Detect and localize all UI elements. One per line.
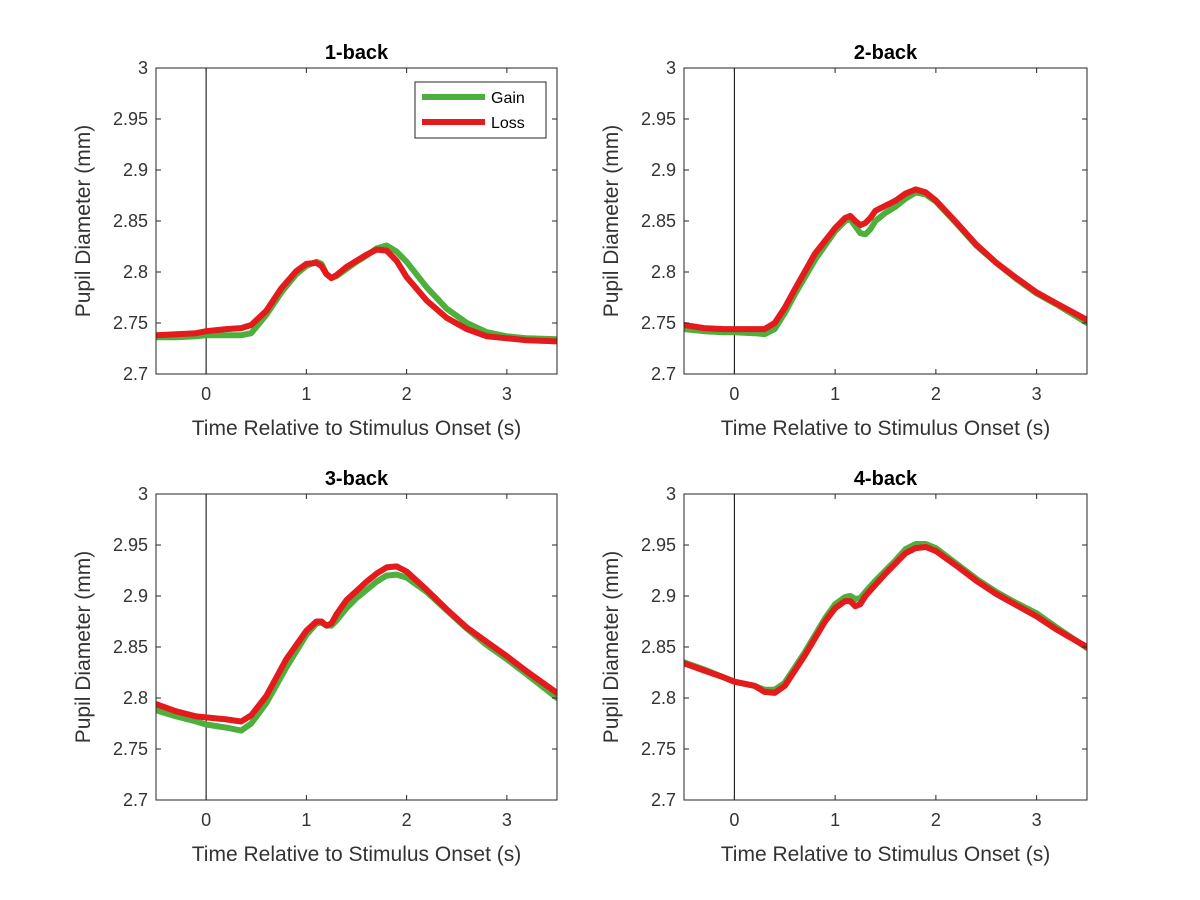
y-tick-label: 3 [138,484,148,504]
panel-title: 4-back [854,468,918,490]
x-tick-label: 2 [931,384,941,404]
y-tick-label: 2.7 [123,790,148,810]
y-tick-label: 3 [666,484,676,504]
y-tick-label: 2.85 [641,637,676,657]
y-tick-label: 2.7 [651,364,676,384]
x-tick-label: 2 [402,810,412,830]
x-axis-label: Time Relative to Stimulus Onset (s) [192,843,521,866]
series-line-loss [156,563,557,725]
series-line-loss [684,544,1087,696]
legend-label-loss: Loss [491,115,525,132]
legend: Gain Loss [414,81,547,139]
x-tick-label: 0 [201,810,211,830]
y-tick-label: 2.75 [641,739,676,759]
x-axis-label: Time Relative to Stimulus Onset (s) [721,417,1050,440]
x-tick-label: 3 [1032,810,1042,830]
y-axis-label: Pupil Diameter (mm) [72,125,95,318]
x-tick-label: 0 [729,384,739,404]
y-tick-label: 2.75 [641,313,676,333]
x-tick-label: 1 [830,810,840,830]
y-tick-label: 2.85 [641,211,676,231]
x-tick-label: 1 [830,384,840,404]
x-tick-label: 2 [931,810,941,830]
x-axis-label: Time Relative to Stimulus Onset (s) [721,843,1050,866]
y-tick-label: 2.9 [123,160,148,180]
y-tick-label: 2.9 [651,160,676,180]
y-tick-label: 2.85 [113,637,148,657]
x-axis-label: Time Relative to Stimulus Onset (s) [192,417,521,440]
panel-title: 3-back [325,468,389,490]
plot-area [684,494,1087,800]
x-tick-label: 1 [301,810,311,830]
x-tick-label: 2 [402,384,412,404]
x-tick-label: 0 [729,810,739,830]
x-tick-label: 3 [502,384,512,404]
x-tick-label: 1 [301,384,311,404]
y-axis-label: Pupil Diameter (mm) [600,551,623,744]
y-tick-label: 2.95 [641,535,676,555]
y-tick-label: 2.7 [123,364,148,384]
plot-area [684,68,1087,374]
y-tick-label: 2.9 [651,586,676,606]
series-line-loss [156,246,557,345]
y-tick-label: 2.95 [641,109,676,129]
y-tick-label: 2.8 [123,688,148,708]
y-axis-label: Pupil Diameter (mm) [72,551,95,744]
y-tick-label: 2.8 [651,688,676,708]
x-tick-label: 3 [1032,384,1042,404]
panel-2-back: 0 1 2 3 2.7 2.75 2.8 2.85 2.9 2.95 3 2-back Time Rel… [600,42,1088,440]
y-tick-label: 2.8 [123,262,148,282]
legend-label-gain: Gain [491,90,525,107]
y-tick-label: 2.95 [113,535,148,555]
y-tick-label: 3 [138,58,148,78]
y-tick-label: 2.9 [123,586,148,606]
legend-box [414,81,547,139]
panel-1-back: 0 1 2 3 2.7 2.75 2.8 2.85 2.9 2.95 3 1-back Time Rel… [72,42,558,440]
x-tick-label: 0 [201,384,211,404]
panel-title: 1-back [325,42,389,64]
panel-4-back: 0 1 2 3 2.7 2.75 2.8 2.85 2.9 2.95 3 4-back Time Rel… [600,468,1088,866]
y-tick-label: 2.95 [113,109,148,129]
y-tick-label: 2.75 [113,739,148,759]
panel-title: 2-back [854,42,918,64]
y-axis-label: Pupil Diameter (mm) [600,125,623,318]
y-tick-label: 3 [666,58,676,78]
y-tick-label: 2.8 [651,262,676,282]
panel-3-back: 0 1 2 3 2.7 2.75 2.8 2.85 2.9 2.95 3 3-back Time Rel… [72,468,558,866]
x-tick-label: 3 [502,810,512,830]
y-tick-label: 2.7 [651,790,676,810]
y-tick-label: 2.75 [113,313,148,333]
series-line-loss [684,186,1087,333]
y-tick-label: 2.85 [113,211,148,231]
